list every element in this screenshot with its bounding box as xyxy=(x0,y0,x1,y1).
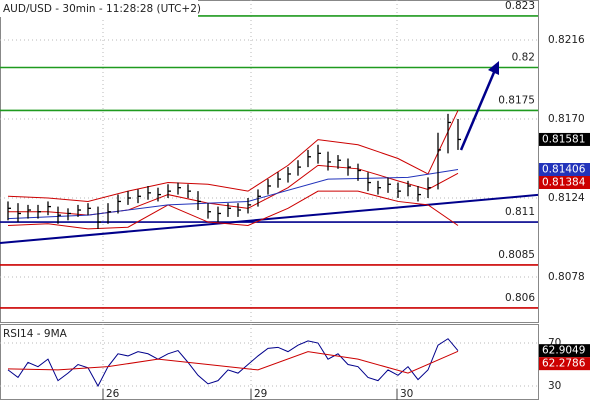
y-tick-label: 30 xyxy=(548,380,561,392)
main-frame xyxy=(0,0,539,323)
rsi-title: RSI14 - 9MA xyxy=(3,328,68,340)
price-box xyxy=(539,344,590,358)
level-label: 0.8175 xyxy=(498,94,535,106)
rsi-frame xyxy=(0,324,539,400)
price-box-label: 0.81384 xyxy=(542,177,586,189)
level-label: 0.82 xyxy=(512,51,535,63)
trend-line xyxy=(0,193,539,244)
price-box xyxy=(539,357,590,371)
price-box xyxy=(539,176,590,190)
price-box-label: 62.2786 xyxy=(542,358,586,370)
y-tick-label: 0.8216 xyxy=(548,34,585,46)
level-label: 0.811 xyxy=(505,206,535,218)
price-box xyxy=(539,163,590,177)
forecast-arrow xyxy=(459,69,497,151)
price-box xyxy=(539,132,590,146)
y-tick-label: 0.8170 xyxy=(548,113,585,125)
title-bg xyxy=(0,0,198,17)
overlay-line xyxy=(7,190,459,230)
level-label: 0.806 xyxy=(505,292,535,304)
price-box-label: 0.81581 xyxy=(542,133,585,145)
arrow-head xyxy=(488,61,499,75)
level-label: 0.8085 xyxy=(498,249,535,261)
rsi-line xyxy=(7,350,459,374)
x-tick-label: 30 xyxy=(400,388,413,400)
y-tick-label: 0.8078 xyxy=(548,271,585,283)
chart-title: AUD/USD - 30min - 11:28:28 (UTC+2) xyxy=(3,3,201,15)
price-box-label: 0.81406 xyxy=(542,164,586,176)
overlay-line xyxy=(7,110,459,202)
rsi-line xyxy=(7,338,459,388)
x-tick-label: 26 xyxy=(106,388,120,400)
x-tick-label: 29 xyxy=(254,388,267,400)
y-tick-label: 0.8124 xyxy=(548,192,585,204)
level-label: 0.823 xyxy=(505,0,535,12)
overlay-line xyxy=(7,169,459,220)
price-box-label: 62.9049 xyxy=(542,345,585,357)
